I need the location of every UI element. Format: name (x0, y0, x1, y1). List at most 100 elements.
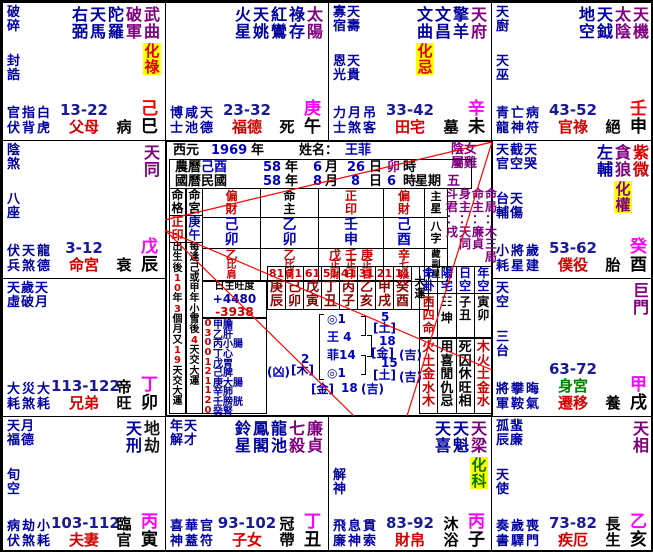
palace-hai[interactable]: 孤蜚 辰廉天使天相奏歲喪 書驛門 73-82 疾厄長生乙亥 (491, 416, 651, 550)
palace-chen[interactable]: 陰煞八座天同伏天龍 兵煞德 3-12 命宮衰戊辰 (2, 140, 166, 279)
pillar-ganzhi: 己酉 (383, 217, 425, 249)
minor-stars-tl: 破碎 (7, 5, 22, 34)
dayun-age: 51 (321, 266, 340, 281)
star-column: 天機 (632, 5, 649, 41)
tian-ge-element: [土] (373, 321, 396, 335)
age-range: 93-102 (217, 514, 277, 532)
center-text: 時 (403, 160, 417, 175)
palace-bottom: 103-112 夫妻 (51, 515, 120, 549)
stem-branch: 丁卯 (140, 376, 159, 412)
life-stage: 衰 (116, 256, 132, 274)
palace-chou[interactable]: 年天 解才 廉貞七殺龍池鳳閣鈴星喜華官 神蓋符 93-102 子女冠帶丁丑 (165, 416, 329, 550)
pillar-ganzhi: 乙卯 (260, 217, 319, 249)
star-column: 火星 (234, 5, 251, 41)
name-char-row: ◎1 (327, 312, 346, 326)
center-text: 月 (325, 174, 339, 189)
earthly-branch: 辰 (141, 255, 158, 275)
palace-label: 遷移 (557, 394, 588, 412)
twelve-gods: 飛息貫 廉神索 (333, 519, 379, 549)
star-column: 天鉞 (596, 5, 613, 41)
age-range: 43-52 (549, 101, 597, 119)
palace-bottom: 33-42 田宅 (377, 102, 443, 136)
center-text: 8 (313, 174, 323, 189)
name-label: 姓名： (299, 143, 339, 158)
minor-stars-tl: 寡天 宿壽 (333, 5, 362, 34)
ren-ge-luck: (吉) (399, 348, 422, 362)
palace-bottom: 93-102 子女 (214, 515, 280, 549)
star-block: 太陽祿存紅鸞天姚火星 (234, 6, 324, 40)
heavenly-stem: 丙 (141, 512, 158, 532)
solar-label: 國曆 (175, 174, 202, 189)
dayun-age: 61 (303, 266, 322, 281)
name-char-row: 王 4 (327, 330, 352, 344)
name-analysis: ◎1 王 4 菲14 ◎1 5 [土] 18 [金] (吉) 15 [土] (吉) 2 [木] (凶) [金]… (267, 308, 422, 398)
palace-xu[interactable]: 天空三台巨門將攀晦 軍鞍氣 63-72 身宮 遷移養甲戌 (491, 278, 651, 417)
center-info-panel: 西元 1969 年姓名： 王菲 陰女 屬雞 農曆 己酉 58 年 6 月 26 日卯時國曆 民國 58 年 8 月 8… (165, 140, 497, 418)
stem-branch: 丙子 (467, 513, 486, 549)
life-stage: 帝旺 (116, 378, 132, 412)
minor-stars-ml: 恩天 光貴 (333, 54, 362, 83)
palace-mao[interactable]: 天歲天 虛破月 大災大 耗煞耗 113-122 兄弟帝旺丁卯 (2, 278, 166, 417)
hua-badge-quan: 化權 (614, 180, 632, 214)
palace-wei[interactable]: 寡天 宿壽 恩天 光貴天府擎羊文昌文曲化忌力月吊 士煞客 33-42 田宅墓辛未 (328, 2, 493, 141)
twelve-gods: 喜華官 神蓋符 (170, 519, 216, 549)
star-column: 左輔 (596, 143, 613, 179)
earthly-branch: 寅 (141, 530, 158, 550)
minor-stars-ml: 封誥 (7, 54, 22, 83)
heavenly-stem: 辛 (468, 99, 485, 119)
palace-zi[interactable]: 解神天梁化科天魁天喜飛息貫 廉神索 83-92 財帛沐浴丙子 (328, 416, 493, 550)
palace-si[interactable]: 破碎封誥武曲化祿破軍陀羅天馬右弼官指白 伏背虎 13-22 父母病己巳 (2, 2, 166, 141)
heavenly-stem: 戊 (141, 237, 158, 257)
gua-column: 陽宅 ☷ 坤 (438, 267, 457, 337)
minor-stars-ml: 解神 (333, 468, 348, 497)
twelve-gods: 小將歲 耗星建 (496, 244, 542, 274)
twelve-gods: 官指白 伏背虎 (7, 106, 53, 136)
pillar-shen: 偏財 (202, 188, 261, 218)
earthly-branch: 未 (468, 117, 485, 137)
pillar-ganzhi: 壬申 (318, 217, 384, 249)
palace-you[interactable]: 天截天 官空哭 台天 輔傷紫微貪狼化權左輔小將歲 耗星建 53-62 僕役胎癸酉 (491, 140, 651, 279)
age-range: 83-92 (386, 514, 434, 532)
minor-stars-tl: 天月 福德 (7, 419, 36, 448)
earthly-branch: 子 (468, 530, 485, 550)
dayun-age: 21 (375, 266, 394, 281)
palace-bottom: 63-72 身宮 遷移 (540, 361, 606, 412)
gua-value: ☷ 坤 (440, 295, 453, 325)
palace-wu[interactable]: 太陽祿存紅鸞天姚火星博咸天 士池德 23-32 福德死庚午 (165, 2, 329, 141)
twelve-gods: 青亡病 龍神符 (496, 106, 542, 136)
hua-badge-ji: 化忌 (416, 42, 434, 76)
minor-stars-tl: 年天 解才 (170, 419, 199, 448)
palace-yin[interactable]: 天月 福德旬空 地劫天刑病劫小 伏煞耗 103-112 夫妻臨官丙寅 (2, 416, 166, 550)
heavenly-stem: 癸 (630, 237, 647, 257)
star-block: 武曲化祿破軍陀羅天馬右弼 (71, 6, 161, 75)
star-column: 天相 (632, 419, 649, 455)
minor-stars-tl: 天截天 官空哭 (496, 143, 539, 172)
age-range: 3-12 (65, 239, 103, 257)
pillar-ganzhi: 己卯 (202, 217, 261, 249)
dayun-pillar: 丁丑 (321, 280, 340, 310)
name-char-row: ◎1 (327, 366, 346, 380)
minor-stars-ml: 天巫 (496, 54, 511, 83)
gua-column: 年空寅卯 (474, 267, 492, 337)
heavenly-stem: 乙 (630, 512, 647, 532)
weekday-label: 星期 (415, 174, 442, 189)
zong-ge-element: [金] (311, 382, 334, 396)
age-range: 73-82 (549, 514, 597, 532)
star-column: 太陰 (614, 5, 631, 41)
heavenly-stem: 丁 (141, 375, 158, 395)
palace-shen[interactable]: 天廚天巫天機太陰天鉞地空青亡病 龍神符 43-52 官祿絕壬申 (491, 2, 651, 141)
era-label: 西元 (173, 143, 200, 158)
age-range: 53-62 (549, 239, 597, 257)
dayun-age: 11 (393, 266, 412, 281)
dayun-age: 31 (357, 266, 376, 281)
star-column: 文昌 (434, 5, 451, 41)
zong-ge-luck: (吉) (361, 382, 384, 396)
minor-stars-ml: 台天 輔傷 (496, 192, 525, 221)
heavenly-stem: 甲 (630, 375, 647, 395)
star-column: 七殺 (288, 419, 305, 455)
center-text: 年 (285, 160, 299, 175)
minor-stars-tl: 天空 (496, 281, 511, 310)
dayun-pillar: 己卯 (285, 280, 304, 310)
dayun-age: 41 (339, 266, 358, 281)
